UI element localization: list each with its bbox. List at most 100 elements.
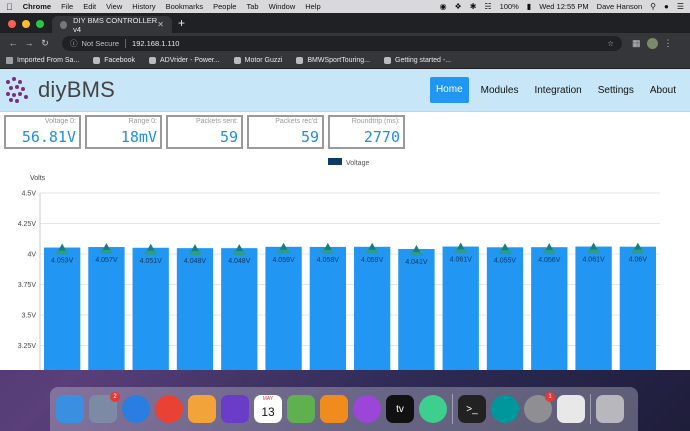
nav-about[interactable]: About	[649, 84, 676, 96]
min-marker	[189, 251, 201, 256]
nav-home[interactable]: Home	[429, 77, 469, 103]
bookmark-getting-started[interactable]: Getting started -...	[384, 57, 451, 64]
globe-icon	[384, 57, 392, 64]
y-tick-label: 3.5V	[22, 313, 37, 320]
notification-center-icon[interactable]: ☰	[676, 2, 684, 11]
trash-icon[interactable]	[596, 395, 624, 423]
stat-value: 59	[219, 128, 238, 146]
min-marker	[410, 251, 423, 256]
stat-label: Roundtrip (ms):	[351, 118, 400, 125]
tv-icon[interactable]: tv	[386, 395, 414, 423]
terminal-icon[interactable]: >_	[458, 395, 486, 423]
maximize-window-button[interactable]	[36, 20, 44, 28]
bookmark-bmwsporttouring[interactable]: BMWSportTouring...	[296, 57, 370, 64]
bluetooth-icon[interactable]: ✱	[469, 2, 477, 11]
min-voltage-label: 4.051V	[140, 258, 163, 265]
apple-menu-icon[interactable]: 	[6, 2, 13, 12]
menu-history[interactable]: History	[125, 2, 155, 11]
url-text[interactable]: 192.168.1.110	[132, 38, 180, 48]
bookmark-star-icon[interactable]: ☆	[607, 38, 614, 48]
max-voltage-label: 4.071V	[317, 231, 340, 238]
close-window-button[interactable]	[8, 20, 16, 28]
finder-icon[interactable]	[56, 395, 84, 423]
dock-icon-label: tv	[396, 403, 404, 415]
atom-icon[interactable]	[419, 395, 447, 423]
malwarebytes-icon[interactable]: ◉	[439, 2, 447, 11]
back-arrow-icon[interactable]: ←	[8, 38, 18, 48]
minimize-window-button[interactable]	[22, 20, 30, 28]
menu-bookmarks[interactable]: Bookmarks	[158, 2, 204, 11]
extension-icon[interactable]: ▦	[632, 37, 641, 48]
bookmark-advrider[interactable]: ADVrider - Power...	[149, 57, 220, 64]
min-voltage-label: 4.048V	[184, 258, 207, 265]
maps-icon[interactable]	[287, 395, 315, 423]
bookmarks-bar: Imported From Sa... Facebook ADVrider - …	[0, 53, 690, 69]
menu-window[interactable]: Window	[261, 2, 296, 11]
globe-icon	[296, 57, 304, 64]
battery-icon[interactable]: ▮	[526, 2, 532, 11]
max-marker	[500, 243, 510, 253]
battery-percent[interactable]: 100%	[499, 2, 519, 11]
menu-view[interactable]: View	[99, 2, 122, 11]
menu-people[interactable]: People	[206, 2, 236, 11]
max-voltage-label: 4.061V	[184, 231, 207, 238]
menubar-clock[interactable]: Wed 12:55 PM	[539, 2, 589, 11]
calendar-icon[interactable]: 13 MAY	[254, 395, 282, 423]
browser-tab[interactable]: DIY BMS CONTROLLER v4 ✕	[52, 16, 172, 34]
min-voltage-label: 4.061V	[582, 257, 605, 264]
voltage-bar	[531, 247, 568, 370]
menu-app-name[interactable]: Chrome	[16, 2, 51, 11]
imovie-icon[interactable]	[221, 395, 249, 423]
siri-icon[interactable]: ●	[663, 2, 669, 11]
address-bar[interactable]: ⓘ Not Secure 192.168.1.110 ☆	[62, 35, 622, 51]
max-marker	[544, 243, 555, 253]
stat-voltage: Voltage 0: 56.81V	[4, 115, 81, 149]
nav-modules[interactable]: Modules	[480, 84, 519, 96]
voltage-bar	[43, 247, 81, 370]
bookmark-imported[interactable]: Imported From Sa...	[6, 57, 79, 64]
min-voltage-label: 4.055V	[494, 257, 517, 264]
preview-icon[interactable]: 2	[89, 392, 120, 423]
chrome-icon[interactable]	[155, 395, 183, 423]
forward-arrow-icon[interactable]: →	[24, 38, 34, 48]
profile-avatar[interactable]	[646, 37, 658, 49]
brand-name[interactable]: diyBMS	[38, 77, 115, 102]
menu-edit[interactable]: Edit	[76, 2, 96, 11]
diybms-logo-icon[interactable]	[6, 77, 32, 103]
menu-file[interactable]: File	[54, 2, 73, 11]
stat-value: 18mV	[120, 128, 157, 146]
safari-icon[interactable]	[122, 395, 150, 423]
min-marker	[366, 249, 379, 254]
books-icon[interactable]	[320, 395, 348, 423]
reload-icon[interactable]: ↻	[41, 37, 49, 48]
menubar-status-area: ◉ ❖ ✱ ☵ 100% ▮ Wed 12:55 PM Dave Hanson …	[440, 2, 684, 11]
system-preferences-icon[interactable]: 1	[524, 392, 555, 423]
search-icon[interactable]: ⚲	[650, 2, 656, 11]
voltage-chart-svg: Voltage Volts 4.5V 4.25V 4V 3.75V 3.5V 3.25V 4.0…	[18, 158, 660, 370]
menu-tab[interactable]: Tab	[239, 2, 258, 11]
min-marker	[321, 249, 334, 254]
new-tab-button[interactable]: +	[178, 16, 186, 30]
dropbox-icon[interactable]: ❖	[454, 2, 462, 11]
min-marker	[233, 251, 246, 256]
info-icon[interactable]: ⓘ	[70, 38, 78, 48]
bookmark-motor-guzzi[interactable]: Motor Guzzi	[233, 57, 282, 64]
voltage-bar	[309, 246, 347, 370]
min-marker	[499, 250, 511, 255]
photos-icon[interactable]	[188, 395, 216, 423]
chrome-menu-icon[interactable]: ⋮	[663, 37, 673, 48]
max-marker	[57, 243, 68, 253]
min-marker	[277, 249, 290, 254]
bookmark-facebook[interactable]: Facebook	[93, 57, 135, 64]
nav-settings[interactable]: Settings	[597, 84, 634, 96]
textedit-icon[interactable]	[557, 395, 585, 423]
max-voltage-label: 4.069V	[627, 231, 650, 238]
stat-packets-received: Packets rec'd: 59	[247, 115, 324, 149]
menubar-user[interactable]: Dave Hanson	[596, 2, 643, 11]
arduino-icon[interactable]	[491, 395, 519, 423]
menu-help[interactable]: Help	[298, 2, 320, 11]
nav-integration[interactable]: Integration	[534, 84, 582, 96]
wifi-icon[interactable]: ☵	[484, 2, 492, 11]
close-tab-icon[interactable]: ✕	[157, 20, 164, 29]
podcasts-icon[interactable]	[353, 395, 381, 423]
